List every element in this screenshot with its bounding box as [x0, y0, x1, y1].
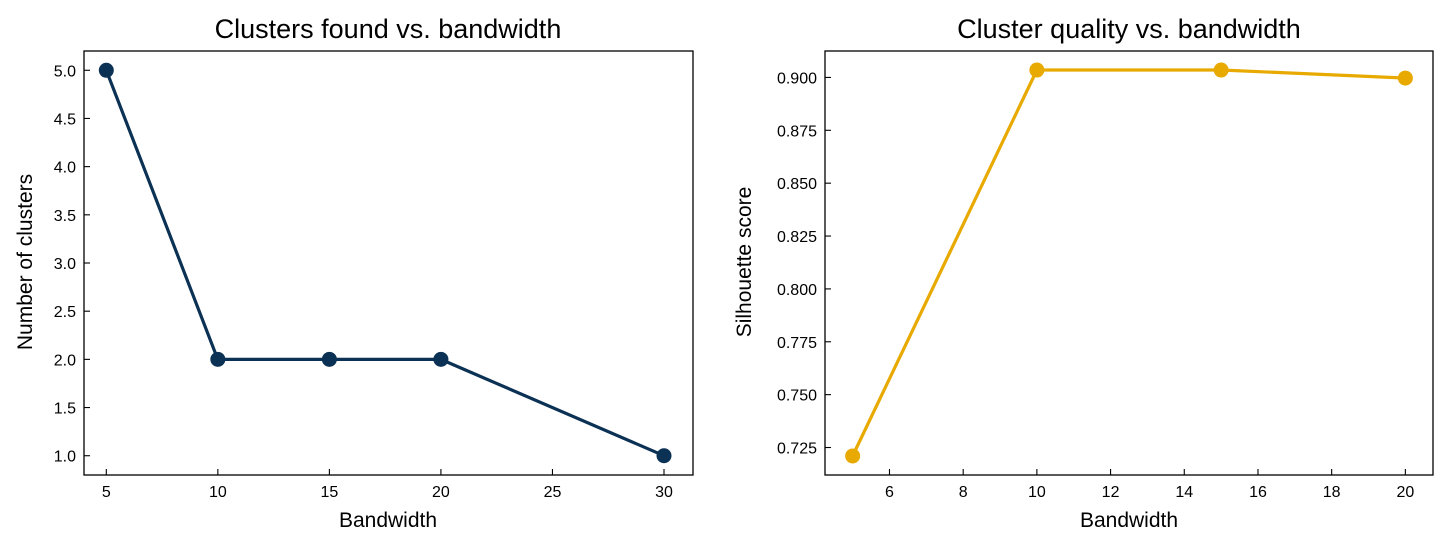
chart-right-data-point	[1029, 62, 1045, 78]
chart-left-title: Clusters found vs. bandwidth	[215, 14, 562, 44]
chart-left-xtick-label: 30	[655, 484, 673, 501]
chart-right-xlabel: Bandwidth	[1080, 509, 1178, 532]
chart-left-xtick-label: 25	[544, 484, 562, 501]
chart-right-data-point	[845, 448, 861, 464]
chart-left: Clusters found vs. bandwidth Bandwidth N…	[14, 14, 694, 532]
chart-right-ylabel: Silhouette score	[733, 187, 756, 338]
chart-right-series-line	[851, 68, 1406, 457]
chart-left-ylabel: Number of clusters	[14, 174, 37, 350]
chart-right-ytick-label: 0.825	[777, 229, 817, 246]
chart-left-ytick-label: 4.0	[54, 160, 76, 177]
chart-left-ytick-label: 5.0	[54, 63, 76, 80]
chart-left-ytick-label: 4.5	[54, 111, 76, 128]
chart-left-ytick-label: 3.5	[54, 208, 76, 225]
chart-right-xtick-label: 16	[1249, 484, 1267, 501]
chart-right-data-point	[1213, 62, 1229, 78]
chart-left-data-point	[656, 448, 672, 464]
chart-right-ytick-label: 0.850	[777, 176, 817, 193]
chart-left-data-point	[433, 351, 449, 367]
chart-right-ytick-label: 0.775	[777, 335, 817, 352]
chart-right-xtick-label: 12	[1102, 484, 1120, 501]
chart-right-xtick-label: 8	[959, 484, 968, 501]
chart-right-ytick-label: 0.875	[777, 123, 817, 140]
chart-left-ytick-label: 1.0	[54, 449, 76, 466]
chart-right-ytick-label: 0.725	[777, 441, 817, 458]
chart-left-plot-area: 5 10 15 20 25 30 1.0 1.5 2.0 2.5 3.0 3.5 4.0 4.5 5.0	[54, 50, 694, 501]
chart-left-data-point	[321, 351, 337, 367]
chart-right-ytick-label: 0.900	[777, 70, 817, 87]
chart-right-title: Cluster quality vs. bandwidth	[957, 14, 1301, 44]
chart-right-data-point	[1397, 70, 1413, 86]
chart-right-xtick-label: 10	[1028, 484, 1046, 501]
chart-right-xtick-label: 18	[1323, 484, 1341, 501]
chart-right-ytick-label: 0.750	[777, 388, 817, 405]
chart-right-xtick-label: 20	[1396, 484, 1414, 501]
chart-right-frame	[824, 50, 1434, 476]
chart-left-ytick-label: 2.5	[54, 304, 76, 321]
chart-left-ytick-label: 3.0	[54, 256, 76, 273]
chart-left-data-point	[210, 351, 226, 367]
chart-left-xtick-label: 15	[320, 484, 338, 501]
chart-left-frame	[83, 50, 694, 476]
chart-right-ytick-label: 0.800	[777, 282, 817, 299]
chart-right-xtick-label: 14	[1175, 484, 1193, 501]
chart-left-data-point	[98, 62, 114, 78]
chart-left-xtick-label: 20	[432, 484, 450, 501]
chart-left-ytick-label: 2.0	[54, 352, 76, 369]
chart-left-xtick-label: 5	[102, 484, 111, 501]
chart-right-xtick-label: 6	[885, 484, 894, 501]
chart-left-xlabel: Bandwidth	[339, 509, 437, 532]
chart-left-ytick-label: 1.5	[54, 401, 76, 418]
chart-right-plot-area: 6 8 10 12 14 16 18 20 0.725 0.750 0.775 0.800 0.825 0…	[777, 50, 1434, 501]
chart-right: Cluster quality vs. bandwidth Bandwidth …	[733, 14, 1434, 532]
chart-left-series-line	[104, 69, 665, 458]
chart-left-xtick-label: 10	[209, 484, 227, 501]
